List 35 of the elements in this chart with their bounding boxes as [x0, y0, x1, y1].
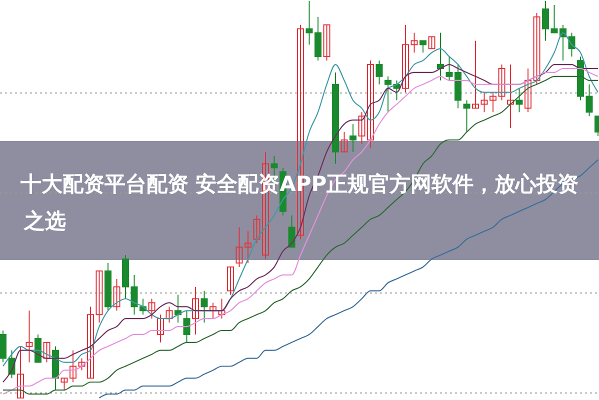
candlestick [218, 298, 226, 320]
candlestick [210, 302, 216, 320]
candlestick [96, 270, 103, 324]
candlestick [350, 124, 356, 152]
candlestick [288, 214, 296, 248]
candlestick [428, 36, 436, 50]
candlestick [516, 88, 523, 113]
candlestick [227, 266, 234, 296]
candlestick [542, 0, 549, 42]
candlestick [463, 100, 470, 133]
candlestick [200, 290, 208, 324]
candlestick [498, 64, 506, 101]
candlestick [157, 314, 164, 343]
candlestick [0, 330, 6, 363]
candlestick [507, 64, 514, 129]
candlestick [420, 40, 426, 54]
candlestick [340, 132, 348, 152]
candlestick [113, 278, 120, 312]
candlestick [26, 310, 33, 363]
candlestick [402, 24, 409, 93]
candlestick [43, 342, 50, 363]
candlestick [183, 310, 190, 343]
candlestick [533, 12, 540, 85]
candlestick [586, 84, 593, 117]
candlestick [323, 24, 330, 62]
candlestick [524, 68, 532, 113]
candlestick [17, 346, 24, 398]
candlestick [166, 306, 173, 324]
candlestick [192, 286, 199, 335]
candlestick [148, 298, 156, 320]
candlestick [384, 76, 392, 113]
candlestick [34, 334, 42, 363]
candlestick [410, 32, 418, 54]
candlestick [376, 60, 383, 85]
candlestick [472, 40, 479, 109]
